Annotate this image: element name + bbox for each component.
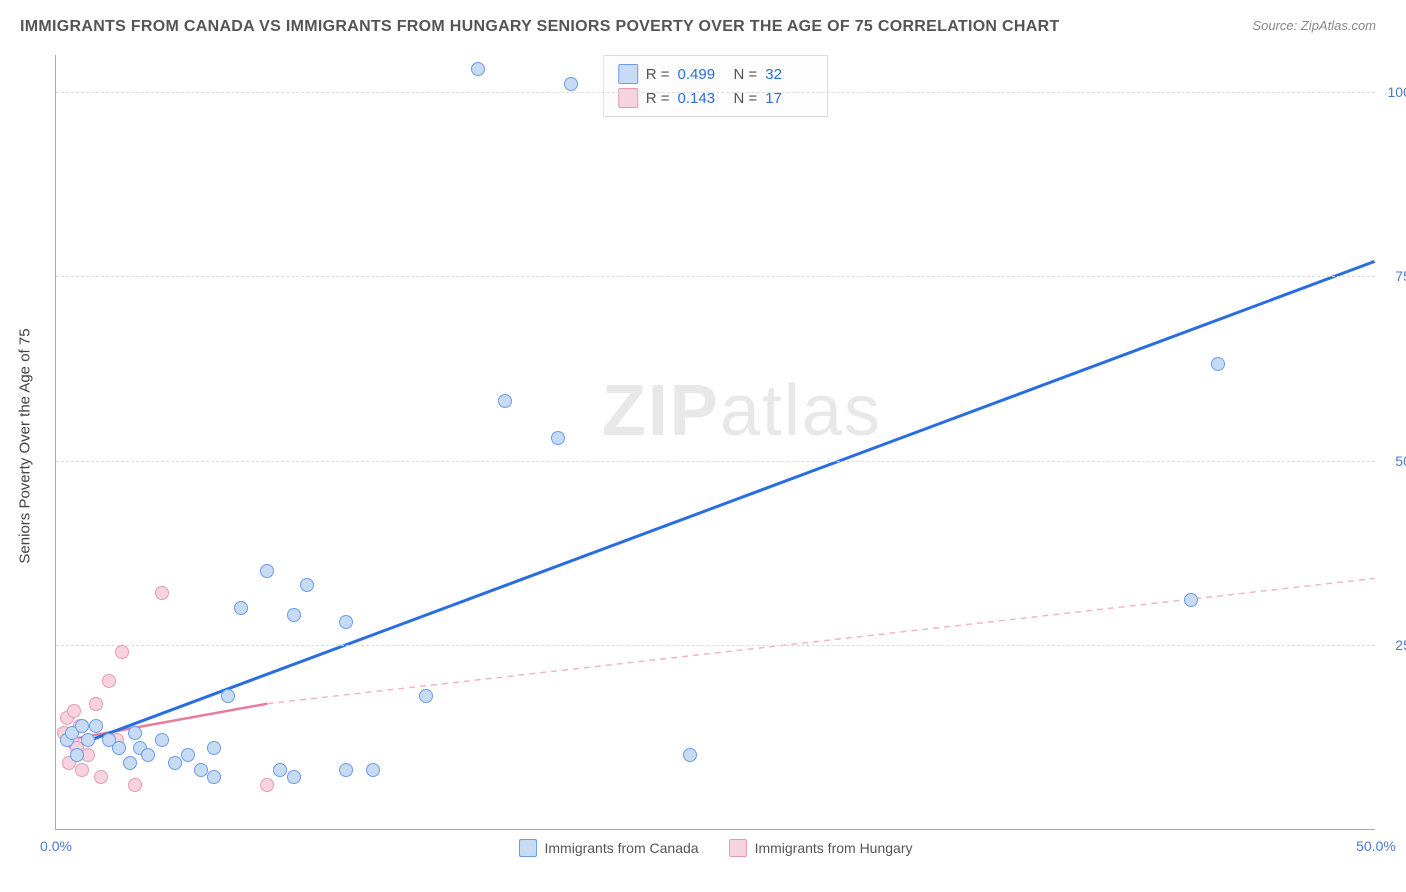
scatter-point: [1211, 357, 1225, 371]
scatter-point: [339, 763, 353, 777]
scatter-point: [221, 689, 235, 703]
y-axis-label: Seniors Poverty Over the Age of 75: [17, 328, 34, 563]
gridline: [56, 461, 1375, 462]
legend-n-label: N =: [734, 66, 758, 83]
legend-row-hungary: R = 0.143 N = 17: [618, 86, 814, 110]
gridline: [56, 645, 1375, 646]
scatter-point: [89, 697, 103, 711]
scatter-point: [1184, 593, 1198, 607]
legend-n-value-canada: 32: [765, 66, 813, 83]
trend-line: [70, 261, 1375, 748]
scatter-point: [75, 763, 89, 777]
scatter-point: [207, 741, 221, 755]
series-label-hungary: Immigrants from Hungary: [755, 840, 913, 856]
ytick-label: 100.0%: [1380, 84, 1406, 100]
scatter-point: [128, 778, 142, 792]
ytick-label: 50.0%: [1380, 453, 1406, 469]
xtick-label: 50.0%: [1356, 838, 1396, 854]
correlation-legend: R = 0.499 N = 32 R = 0.143 N = 17: [603, 55, 829, 117]
scatter-point: [81, 733, 95, 747]
scatter-point: [168, 756, 182, 770]
scatter-point: [366, 763, 380, 777]
legend-r-value-canada: 0.499: [678, 66, 726, 83]
scatter-point: [123, 756, 137, 770]
scatter-point: [112, 741, 126, 755]
scatter-point: [300, 578, 314, 592]
scatter-point: [141, 748, 155, 762]
xtick-label: 0.0%: [40, 838, 72, 854]
trend-line: [267, 578, 1374, 703]
ytick-label: 75.0%: [1380, 268, 1406, 284]
scatter-point: [564, 77, 578, 91]
scatter-point: [89, 719, 103, 733]
scatter-point: [207, 770, 221, 784]
scatter-point: [128, 726, 142, 740]
scatter-point: [471, 62, 485, 76]
gridline: [56, 276, 1375, 277]
gridline: [56, 92, 1375, 93]
scatter-point: [234, 601, 248, 615]
scatter-point: [683, 748, 697, 762]
series-swatch-hungary: [729, 839, 747, 857]
scatter-point: [115, 645, 129, 659]
legend-swatch-canada: [618, 64, 638, 84]
scatter-point: [287, 608, 301, 622]
scatter-point: [260, 778, 274, 792]
legend-row-canada: R = 0.499 N = 32: [618, 62, 814, 86]
scatter-point: [102, 674, 116, 688]
trend-lines-layer: [56, 55, 1375, 829]
series-label-canada: Immigrants from Canada: [545, 840, 699, 856]
series-legend-hungary: Immigrants from Hungary: [729, 839, 913, 857]
scatter-point: [287, 770, 301, 784]
scatter-point: [94, 770, 108, 784]
scatter-point: [181, 748, 195, 762]
scatter-point: [155, 586, 169, 600]
series-legend: Immigrants from Canada Immigrants from H…: [519, 839, 913, 857]
scatter-point: [260, 564, 274, 578]
scatter-point: [551, 431, 565, 445]
chart-plot-area: ZIPatlas R = 0.499 N = 32 R = 0.143 N = …: [55, 55, 1375, 830]
chart-title: IMMIGRANTS FROM CANADA VS IMMIGRANTS FRO…: [20, 18, 1060, 36]
scatter-point: [498, 394, 512, 408]
scatter-point: [70, 748, 84, 762]
scatter-point: [419, 689, 433, 703]
scatter-point: [339, 615, 353, 629]
scatter-point: [273, 763, 287, 777]
scatter-point: [194, 763, 208, 777]
source-attribution: Source: ZipAtlas.com: [1252, 18, 1376, 33]
legend-r-label: R =: [646, 66, 670, 83]
scatter-point: [67, 704, 81, 718]
scatter-point: [155, 733, 169, 747]
series-swatch-canada: [519, 839, 537, 857]
series-legend-canada: Immigrants from Canada: [519, 839, 699, 857]
ytick-label: 25.0%: [1380, 637, 1406, 653]
scatter-point: [75, 719, 89, 733]
